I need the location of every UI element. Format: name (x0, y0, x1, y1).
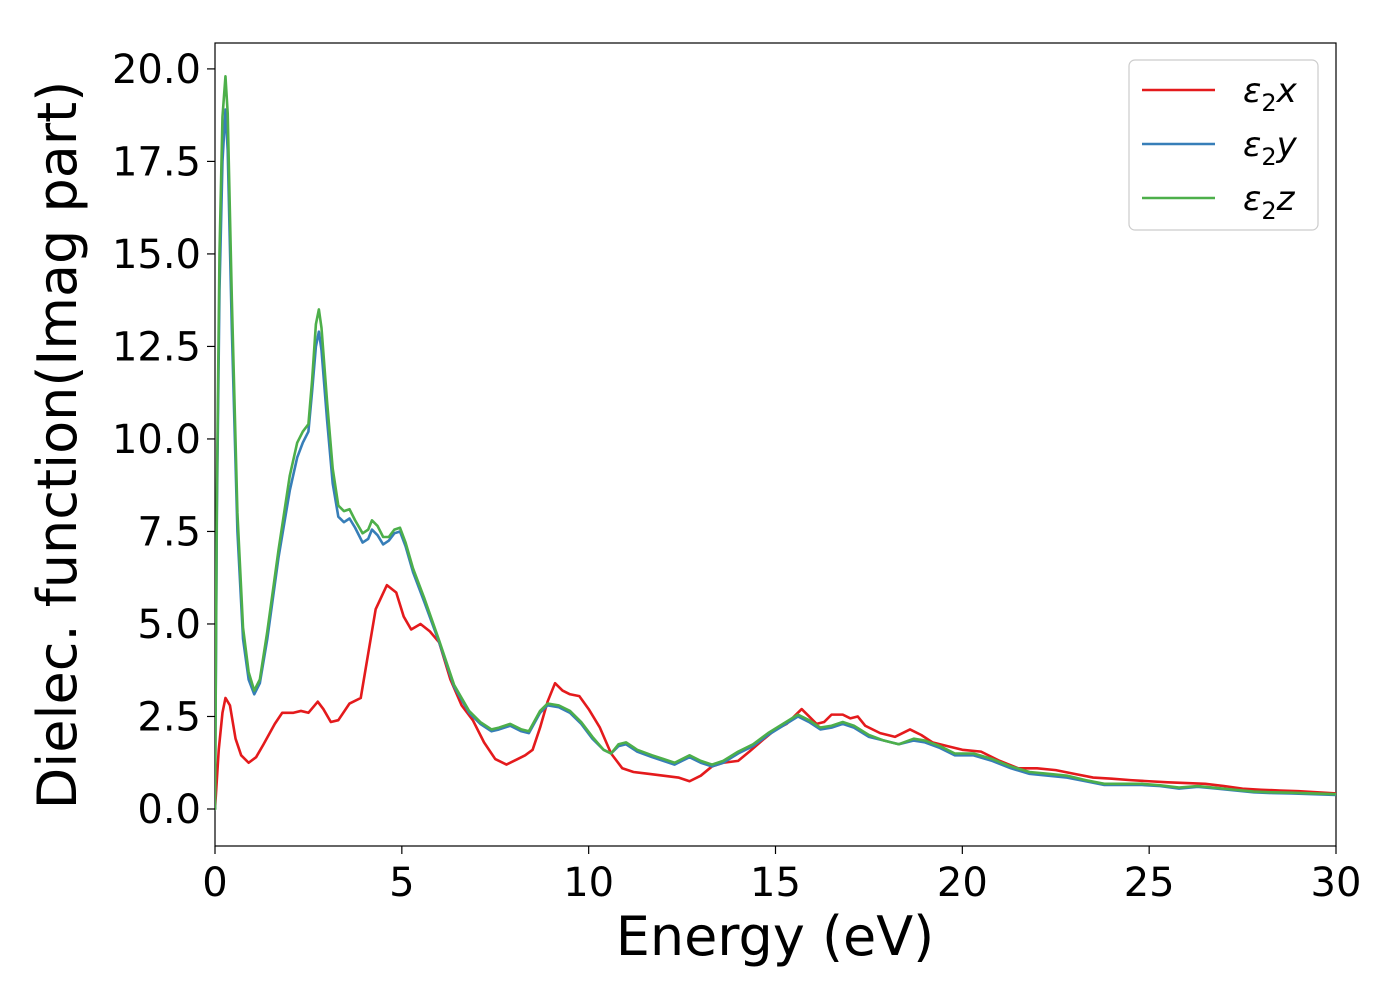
legend-label-y: ε2y (1243, 125, 1298, 171)
series-line-z (215, 75, 1336, 811)
x-tick-label: 15 (750, 860, 801, 906)
x-tick-label: 0 (202, 860, 227, 906)
x-tick-label: 5 (389, 860, 414, 906)
legend-subscript: 2 (1261, 197, 1276, 225)
x-tick-label: 20 (937, 860, 988, 906)
legend-component: x (1276, 71, 1298, 111)
y-tick-label: 5.0 (137, 602, 201, 648)
legend-subscript: 2 (1261, 89, 1276, 117)
y-tick-label: 0.0 (137, 787, 201, 833)
legend-component: z (1276, 179, 1296, 219)
y-axis-ticks: 0.0 2.5 5.0 7.5 10.0 12.5 15.0 17.5 20.0 (112, 47, 215, 833)
y-tick-label: 7.5 (137, 509, 201, 555)
legend-label-z: ε2z (1243, 179, 1296, 225)
y-tick-label: 17.5 (112, 139, 201, 185)
series-layer (215, 75, 1336, 811)
legend-subscript: 2 (1261, 143, 1276, 171)
x-axis-title: Energy (eV) (616, 905, 935, 968)
x-tick-label: 25 (1124, 860, 1175, 906)
series-line-x (215, 583, 1336, 811)
x-axis-ticks: 0 5 10 15 20 25 30 (202, 846, 1361, 906)
legend-box (1128, 59, 1319, 231)
legend-symbol: ε (1243, 125, 1261, 165)
y-tick-label: 15.0 (112, 232, 201, 278)
legend-symbol: ε (1243, 179, 1261, 219)
x-tick-label: 10 (563, 860, 614, 906)
x-tick-label: 30 (1311, 860, 1362, 906)
legend-label-x: ε2x (1243, 71, 1298, 117)
y-tick-label: 12.5 (112, 324, 201, 370)
y-tick-label: 10.0 (112, 417, 201, 463)
legend-symbol: ε (1243, 71, 1261, 111)
y-axis-title: Dielec. function(Imag part) (26, 81, 89, 810)
y-tick-label: 20.0 (112, 47, 201, 93)
y-tick-label: 2.5 (137, 694, 201, 740)
legend-component: y (1276, 125, 1298, 165)
